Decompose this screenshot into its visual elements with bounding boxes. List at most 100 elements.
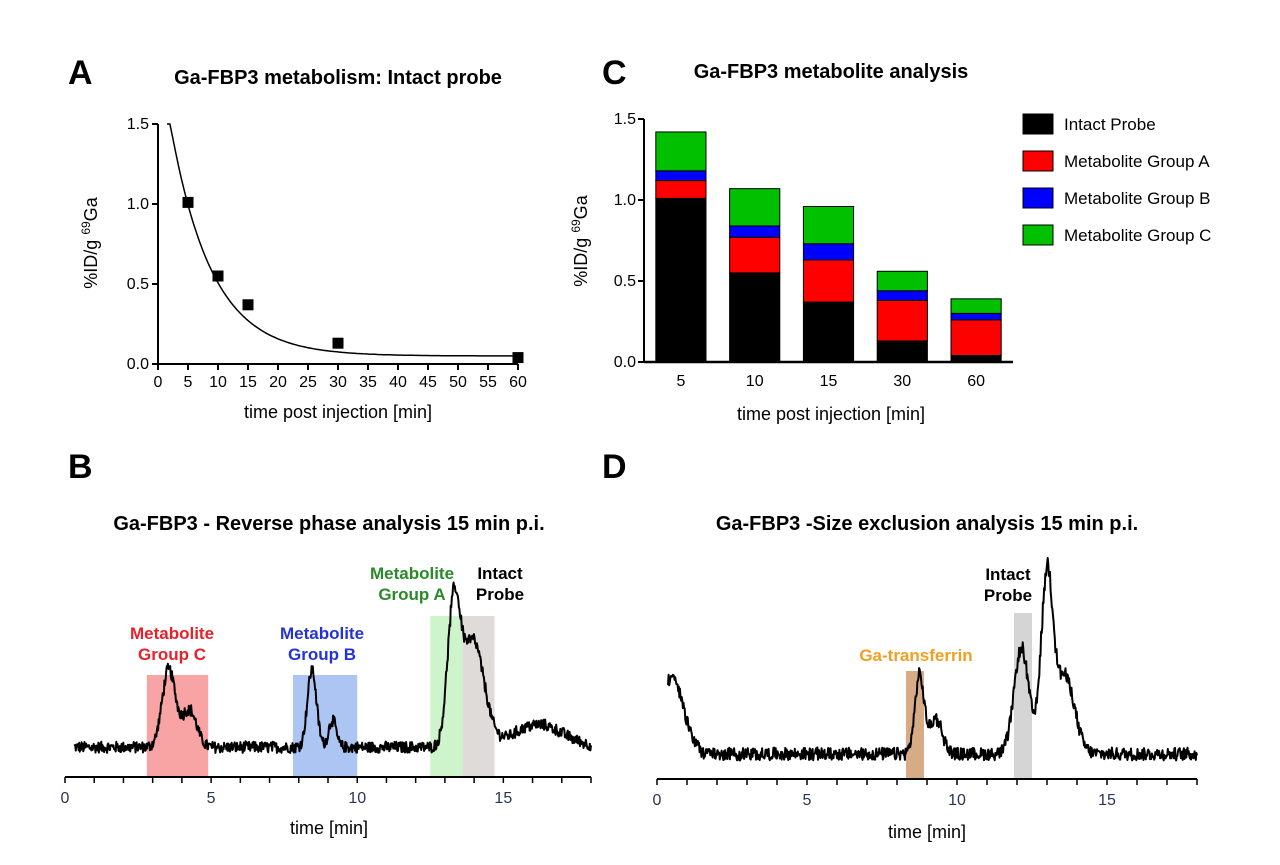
- panel-c-bar-segment: [729, 272, 781, 363]
- panel-c-ylabel-prefix: %ID/g: [571, 233, 591, 287]
- panel-b-region: [430, 616, 463, 777]
- panel-c-bar-segment: [729, 225, 781, 238]
- panel-label-c: C: [602, 54, 627, 92]
- panel-c-bar-segment: [950, 355, 1002, 363]
- panel-c-bar-segment: [802, 301, 855, 363]
- panel-c-bar-segment: [655, 197, 707, 363]
- panel-b-xtick-label: 5: [207, 790, 216, 807]
- panel-c-title: Ga-FBP3 metabolite analysis: [694, 61, 969, 83]
- panel-b-region-label: Group C: [138, 645, 206, 664]
- panel-b-region-label: Metabolite: [370, 564, 454, 583]
- panel-c-ytick-label: 1.5: [614, 111, 636, 128]
- panel-c-bar-segment: [655, 180, 707, 199]
- panel-c-legend-swatch: [1022, 224, 1054, 246]
- panel-d-trace: [667, 557, 1198, 762]
- panel-a-ylabel: %ID/g 69Ga: [79, 196, 101, 288]
- panel-b-trace: [73, 581, 592, 754]
- panel-c-legend-swatch: [1022, 187, 1054, 209]
- panel-c-bar-segment: [876, 290, 928, 301]
- panel-label-b: B: [68, 448, 93, 486]
- panel-b-plot: Metabolite Group C Metabolite Group B Metabo…: [61, 564, 592, 807]
- panel-c-xlabel: time post injection [min]: [737, 404, 925, 424]
- panel-c-legend-label: Metabolite Group C: [1064, 226, 1211, 245]
- panel-b-xlabel: time [min]: [290, 818, 368, 838]
- panel-a-xlabel: time post injection [min]: [244, 402, 432, 422]
- panel-d-region-label: Ga-transferrin: [859, 646, 972, 665]
- panel-b-xtick-label: 15: [494, 790, 512, 807]
- panel-d-region-label: Intact: [985, 565, 1031, 584]
- panel-c-bar-segment: [950, 298, 1002, 314]
- panel-c-legend-swatch: [1022, 150, 1054, 172]
- panel-c-bar-segment: [655, 131, 707, 172]
- panel-a-data-point: [182, 196, 194, 208]
- panel-c-xtick-label: 60: [967, 373, 985, 390]
- panel-c-legend-swatch: [1022, 113, 1054, 135]
- panel-b-region-label: Probe: [476, 585, 524, 604]
- panel-b-xtick-label: 10: [348, 790, 366, 807]
- panel-c-ytick-label: 1.0: [614, 192, 636, 209]
- panel-c-bar-segment: [876, 270, 928, 292]
- panel-a-ylabel-suffix: Ga: [81, 196, 101, 221]
- panel-a-xtick-label: 50: [449, 374, 467, 391]
- panel-a-ylabel-prefix: %ID/g: [81, 235, 101, 289]
- panel-c-bar-segment: [802, 259, 855, 303]
- panel-c-xtick-label: 5: [676, 373, 685, 390]
- panel-b-region: [292, 675, 358, 777]
- panel-a-data-point: [212, 270, 224, 282]
- panel-a-plot: 0.0 0.5 1.0 1.5 0 5 10 15 20 25 30 35 40 45 50 55 60: [127, 116, 527, 391]
- panel-c-bar-segment: [729, 188, 781, 227]
- panel-c-bar-segment: [876, 299, 928, 342]
- panel-d-title: Ga-FBP3 -Size exclusion analysis 15 min …: [716, 513, 1138, 535]
- panel-a-xtick-label: 10: [209, 374, 227, 391]
- panel-d-xtick-label: 5: [803, 792, 812, 809]
- panel-a-ytick-label: 1.0: [127, 196, 149, 213]
- panel-a-xtick-label: 0: [154, 374, 163, 391]
- panel-d-xlabel: time [min]: [888, 822, 966, 842]
- panel-a-xtick-label: 5: [184, 374, 193, 391]
- panel-c-bar-segment: [802, 205, 855, 245]
- panel-a-ytick-label: 0.0: [127, 356, 149, 373]
- panel-c-legend-label: Metabolite Group B: [1064, 189, 1210, 208]
- panel-a-xtick-label: 60: [509, 374, 527, 391]
- panel-a-xtick-label: 30: [329, 374, 347, 391]
- panel-c-plot: 0.0 0.5 1.0 1.5 5 10 15 30 60 Intact Probe Metabol…: [614, 111, 1212, 390]
- panel-a-xtick-label: 40: [389, 374, 407, 391]
- panel-c-bar-segment: [950, 312, 1002, 321]
- panel-a-xtick-label: 25: [299, 374, 317, 391]
- panel-b-region-label: Metabolite: [280, 624, 364, 643]
- panel-c-bar-segment: [729, 236, 781, 274]
- panel-a-xtick-label: 55: [479, 374, 497, 391]
- panel-label-d: D: [602, 448, 627, 486]
- panel-a-data-point: [332, 337, 344, 349]
- panel-c-ytick-label: 0.5: [614, 273, 636, 290]
- panel-a-xtick-label: 35: [359, 374, 377, 391]
- panel-b-xtick-label: 0: [61, 790, 70, 807]
- panel-a-xtick-label: 20: [269, 374, 287, 391]
- panel-c-ylabel-suffix: Ga: [571, 194, 591, 219]
- panel-b-region-label: Metabolite: [130, 624, 214, 643]
- panel-a-data-point: [512, 352, 524, 364]
- panel-label-a: A: [68, 54, 93, 92]
- panel-d-region-label: Probe: [984, 586, 1032, 605]
- panel-c-xtick-label: 15: [820, 373, 838, 390]
- panel-c-xtick-label: 30: [893, 373, 911, 390]
- panel-d-xtick-label: 10: [948, 792, 966, 809]
- panel-c-bar-segment: [802, 243, 855, 261]
- panel-b-region-label: Group A: [378, 585, 445, 604]
- panel-c-xtick-label: 10: [746, 373, 764, 390]
- panel-c-ylabel: %ID/g 69Ga: [569, 194, 591, 286]
- panel-c-ytick-label: 0.0: [614, 354, 636, 371]
- panel-d-region: [906, 671, 924, 779]
- panel-c-bar-segment: [876, 340, 928, 363]
- panel-a-ytick-label: 0.5: [127, 276, 149, 293]
- panel-a-xtick-label: 15: [239, 374, 257, 391]
- panel-b-region-label: Group B: [288, 645, 356, 664]
- panel-c-ylabel-sup: 69: [569, 219, 583, 233]
- panel-b-region-label: Intact: [477, 564, 523, 583]
- panel-a-ytick-label: 1.5: [127, 116, 149, 133]
- panel-b-title: Ga-FBP3 - Reverse phase analysis 15 min …: [113, 513, 544, 535]
- panel-d-region: [1014, 613, 1032, 779]
- panel-a-data-point: [242, 299, 254, 311]
- panel-a-xtick-label: 45: [419, 374, 437, 391]
